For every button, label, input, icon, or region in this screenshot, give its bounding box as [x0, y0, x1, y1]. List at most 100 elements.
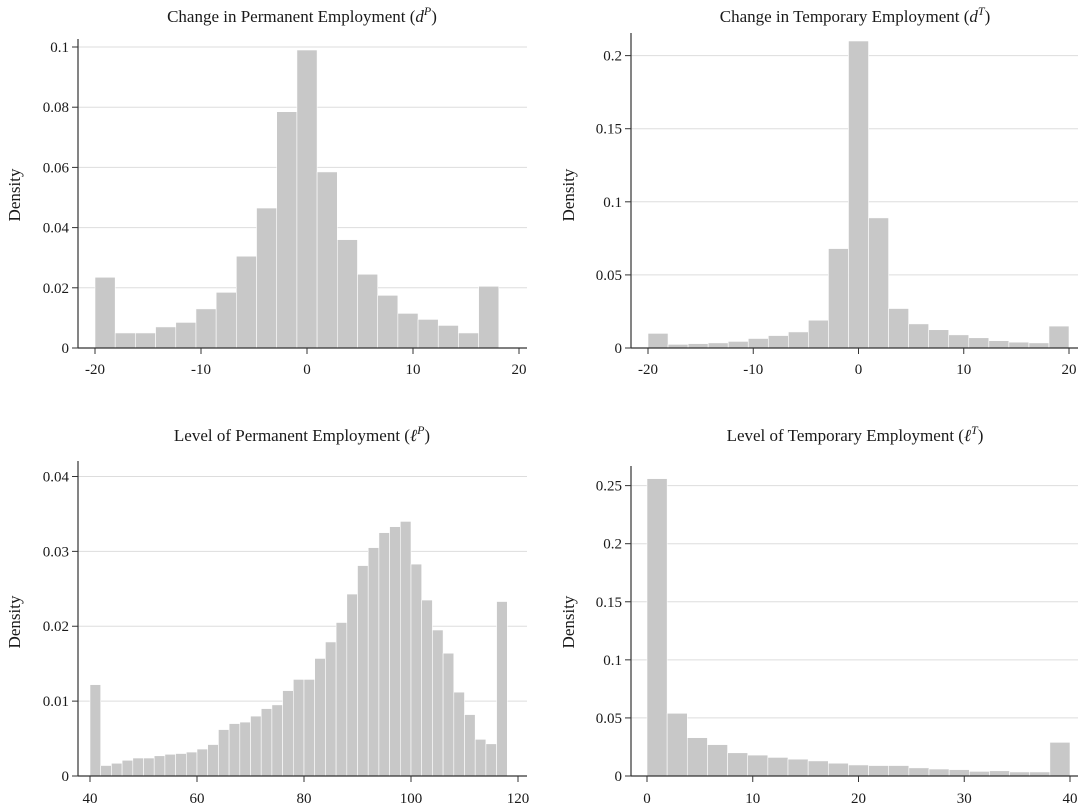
y-tick-label: 0.02	[43, 281, 69, 297]
histogram-bar	[1028, 342, 1050, 349]
histogram-bar	[399, 521, 412, 777]
x-tick-label: 0	[855, 362, 863, 378]
chart-title: Change in Temporary Employment (dT)	[720, 4, 991, 26]
histogram-bar	[1009, 771, 1031, 777]
histogram-bar	[175, 322, 197, 349]
histogram-bar	[496, 601, 508, 777]
histogram-bar	[325, 641, 337, 777]
histogram-bar	[164, 753, 176, 777]
y-tick-label: 0.03	[43, 544, 69, 560]
chart-panel-3: 0 0.01 0.02 0.03 0.04 40 60 80 100 120 Level of Pe…	[5, 423, 529, 806]
histogram-bar	[707, 744, 728, 777]
chart-panel-1: 0 0.02 0.04 0.06 0.08 0.1 -20 -10 0 10 20 Change in…	[5, 4, 527, 378]
histogram-bar	[828, 248, 849, 349]
histogram-bar	[474, 739, 487, 777]
histogram-bar	[89, 684, 101, 777]
histogram-bar	[848, 40, 869, 349]
y-tick-label: 0.1	[603, 653, 622, 669]
histogram-bar	[707, 342, 729, 349]
x-tick-label: 30	[957, 791, 972, 806]
y-tick-label: 0.1	[50, 40, 69, 56]
x-tick-label: -10	[191, 362, 211, 378]
histogram-bar	[948, 769, 970, 777]
histogram-bar	[666, 712, 688, 777]
histogram-bar	[367, 547, 380, 777]
y-tick-label: 0	[615, 341, 623, 357]
y-axis-label: Density	[5, 168, 24, 221]
histogram-bar	[807, 760, 829, 777]
histogram-bar	[787, 758, 809, 777]
histogram-bar	[282, 690, 294, 777]
histogram-bar	[175, 753, 187, 777]
histogram-bar	[296, 49, 318, 349]
histogram-bar	[114, 332, 136, 349]
y-tick-label: 0	[615, 769, 623, 785]
histogram-bar	[647, 333, 669, 349]
histogram-bar	[314, 658, 326, 777]
histogram-bar	[100, 765, 112, 777]
histogram-bar	[646, 478, 668, 777]
histogram-bar	[908, 767, 930, 777]
histogram-bar	[928, 768, 950, 777]
histogram-bar	[121, 759, 134, 777]
histogram-bar	[207, 744, 219, 777]
x-tick-label: 40	[83, 791, 98, 806]
x-tick-label: 20	[1062, 362, 1077, 378]
histogram-bar	[727, 341, 749, 349]
x-tick-label: -10	[743, 362, 763, 378]
histogram-bar	[485, 743, 497, 777]
histogram-bar	[410, 563, 422, 777]
histogram-bar	[417, 319, 439, 349]
x-tick-label: 10	[406, 362, 421, 378]
histogram-bar	[143, 757, 155, 777]
histogram-bar	[968, 771, 990, 777]
histogram-bar	[135, 332, 156, 349]
histogram-bar	[250, 715, 262, 777]
histogram-bar	[432, 629, 444, 777]
chart-panel-2: 0 0.05 0.1 0.15 0.2 -20 -10 0 10 20 Change in Temp…	[559, 4, 1078, 378]
histogram-bar	[377, 295, 399, 349]
histogram-bar	[276, 111, 298, 349]
histogram-bar	[888, 308, 909, 349]
histogram-bar	[271, 704, 283, 777]
histogram-bar	[336, 239, 358, 349]
x-tick-label: 20	[851, 791, 866, 806]
y-tick-label: 0.06	[43, 160, 70, 176]
histogram-bar	[788, 331, 809, 349]
histogram-bar	[687, 343, 709, 349]
histogram-bar	[1008, 341, 1030, 349]
x-tick-label: 0	[643, 791, 651, 806]
y-tick-label: 0.04	[43, 469, 70, 485]
histogram-bar	[1048, 325, 1070, 349]
histogram-bar	[378, 532, 390, 777]
histogram-bar	[256, 207, 278, 349]
histogram-bar	[808, 319, 829, 349]
y-tick-label: 0.02	[43, 619, 69, 635]
x-tick-label: 80	[297, 791, 312, 806]
histogram-bar	[196, 748, 208, 777]
histogram-bar	[218, 729, 230, 777]
histogram-bar	[868, 217, 889, 349]
histogram-bar	[94, 276, 116, 349]
histogram-bar	[686, 737, 708, 777]
y-tick-label: 0.08	[43, 100, 69, 116]
x-tick-label: 0	[303, 362, 311, 378]
histogram-bar	[1029, 771, 1051, 777]
histogram-bar	[464, 714, 476, 777]
histogram-bar	[437, 325, 459, 349]
histogram-bar	[421, 599, 433, 777]
histogram-bar	[215, 292, 237, 349]
histogram-bar	[186, 751, 198, 777]
x-tick-label: 10	[745, 791, 760, 806]
histogram-bar	[1049, 742, 1071, 777]
x-tick-label: 100	[400, 791, 423, 806]
histogram-bar	[346, 593, 358, 777]
y-tick-label: 0.15	[596, 595, 622, 611]
histogram-bar	[357, 565, 369, 777]
y-axis-label: Density	[559, 168, 578, 221]
histogram-bar	[260, 708, 273, 777]
x-tick-label: 120	[507, 791, 530, 806]
histogram-bar	[478, 285, 500, 349]
y-tick-label: 0	[62, 341, 70, 357]
